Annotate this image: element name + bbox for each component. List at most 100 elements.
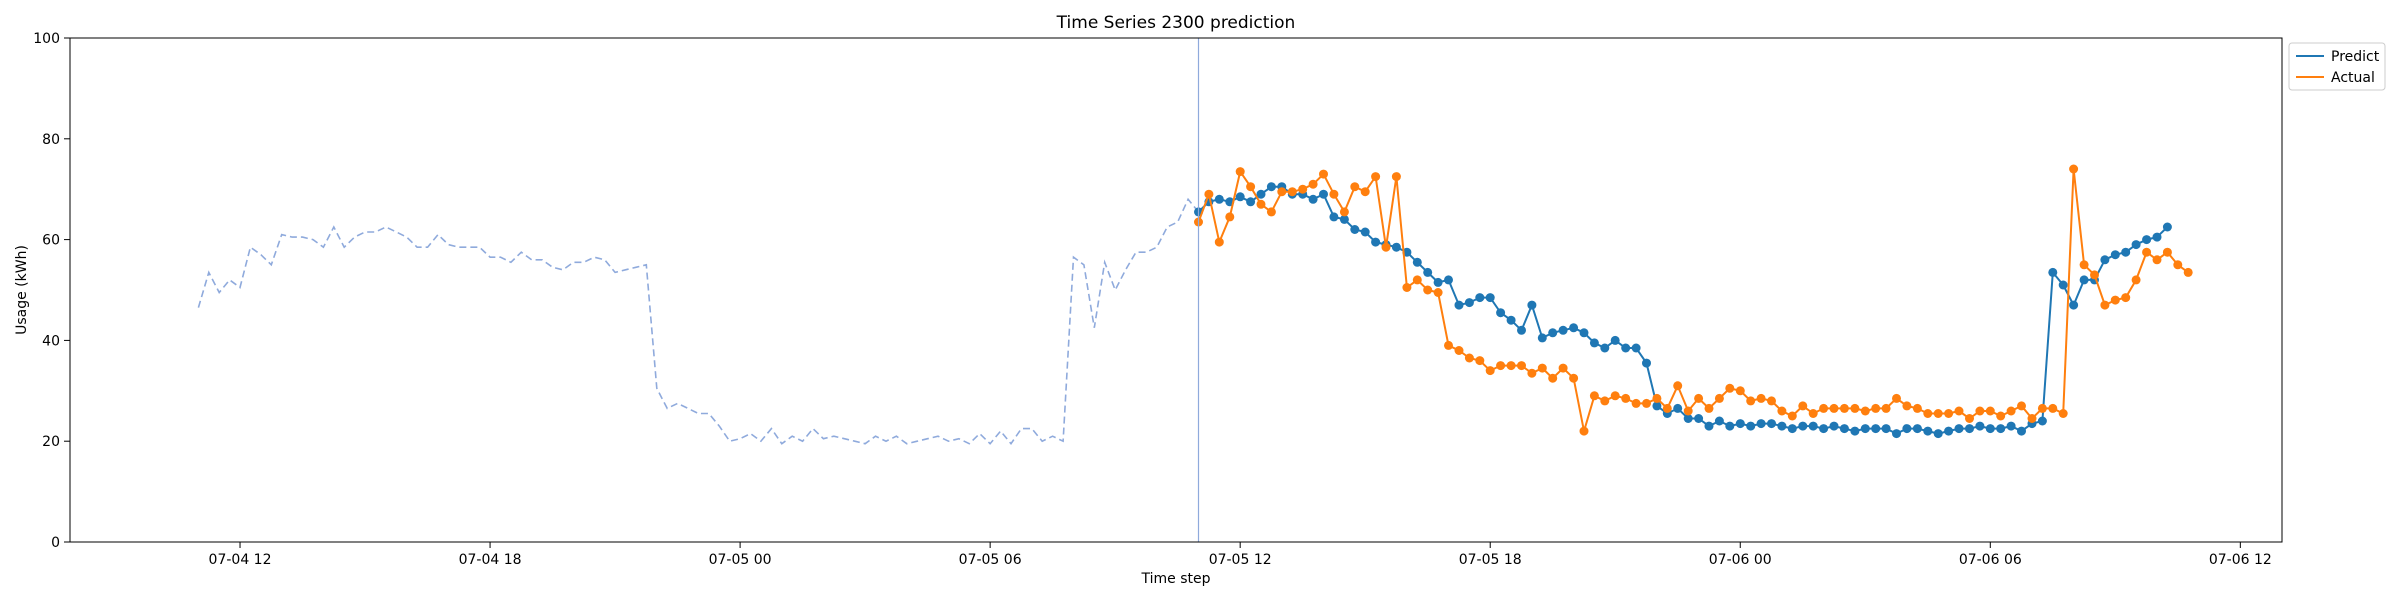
data-point-predict-2 — [1214, 194, 1224, 204]
legend: Predict Actual — [2288, 42, 2386, 91]
data-point-predict-23 — [1433, 277, 1443, 287]
data-point-actual-18 — [1381, 242, 1391, 252]
data-point-actual-86 — [2090, 270, 2099, 280]
plot-frame — [69, 37, 2283, 543]
data-point-predict-32 — [1527, 300, 1537, 310]
data-point-actual-30 — [1506, 361, 1516, 371]
data-point-predict-7 — [1266, 182, 1276, 192]
data-point-predict-30 — [1506, 315, 1516, 325]
data-point-actual-59 — [1808, 409, 1818, 418]
data-point-predict-4 — [1235, 192, 1245, 202]
data-point-predict-57 — [1787, 424, 1797, 434]
data-point-actual-13 — [1329, 189, 1339, 199]
plot-area — [70, 38, 2282, 542]
data-point-actual-52 — [1735, 386, 1745, 396]
data-point-actual-79 — [2017, 401, 2026, 411]
data-point-predict-50 — [1714, 416, 1724, 426]
data-point-predict-61 — [1829, 421, 1839, 431]
data-point-predict-77 — [1996, 424, 2006, 434]
y-tick-label-100: 100 — [33, 31, 60, 47]
data-point-actual-37 — [1579, 426, 1589, 436]
data-point-actual-36 — [1569, 373, 1579, 383]
data-point-actual-4 — [1235, 167, 1245, 177]
data-point-predict-66 — [1881, 424, 1891, 434]
data-point-predict-53 — [1746, 421, 1756, 431]
data-point-actual-69 — [1912, 403, 1922, 413]
data-point-predict-87 — [2100, 255, 2110, 265]
data-point-predict-93 — [2162, 222, 2172, 232]
data-point-actual-34 — [1548, 373, 1558, 383]
data-point-actual-62 — [1839, 403, 1849, 413]
data-point-predict-68 — [1902, 424, 1912, 434]
data-point-predict-13 — [1329, 212, 1339, 222]
data-point-predict-72 — [1944, 426, 1954, 436]
data-point-predict-64 — [1860, 424, 1870, 434]
data-point-actual-35 — [1558, 363, 1568, 373]
data-point-predict-60 — [1819, 424, 1829, 434]
y-tick-label-20: 20 — [42, 434, 60, 450]
data-point-predict-39 — [1600, 343, 1610, 353]
data-point-predict-74 — [1965, 424, 1974, 434]
data-point-predict-41 — [1621, 343, 1631, 353]
data-point-actual-77 — [1996, 411, 2006, 421]
data-point-actual-39 — [1600, 396, 1610, 406]
data-point-actual-38 — [1589, 391, 1599, 401]
data-point-predict-49 — [1704, 421, 1714, 431]
y-tick-label-40: 40 — [42, 333, 60, 349]
data-point-predict-11 — [1308, 194, 1318, 204]
data-point-predict-55 — [1767, 419, 1776, 429]
data-point-actual-76 — [1985, 406, 1995, 416]
data-point-actual-42 — [1631, 398, 1641, 408]
data-point-actual-95 — [2183, 267, 2193, 277]
data-point-actual-54 — [1756, 393, 1766, 403]
y-axis-label: Usage (kWh) — [14, 245, 30, 335]
data-point-predict-47 — [1683, 414, 1693, 423]
y-axis: 0 20 40 60 80 100 — [33, 31, 70, 551]
data-point-predict-21 — [1412, 257, 1422, 267]
data-point-predict-83 — [2058, 280, 2068, 290]
data-point-actual-1 — [1204, 189, 1214, 199]
data-point-actual-12 — [1319, 169, 1328, 179]
data-point-actual-28 — [1485, 366, 1495, 376]
data-point-predict-82 — [2048, 267, 2058, 277]
x-tick-label-42: 07-05 18 — [1459, 552, 1522, 568]
data-point-actual-24 — [1444, 340, 1453, 350]
x-tick-label-60: 07-06 12 — [2209, 552, 2272, 568]
data-point-actual-58 — [1798, 401, 1808, 411]
data-point-predict-34 — [1548, 328, 1558, 338]
data-point-actual-43 — [1642, 398, 1651, 408]
data-point-actual-73 — [1954, 406, 1964, 416]
data-point-predict-28 — [1485, 293, 1495, 303]
data-point-predict-92 — [2152, 232, 2162, 242]
y-tick-label-80: 80 — [42, 132, 60, 148]
data-point-actual-49 — [1704, 403, 1714, 413]
data-point-predict-43 — [1642, 358, 1651, 368]
data-point-predict-14 — [1339, 214, 1349, 224]
data-point-actual-94 — [2173, 260, 2183, 270]
x-tick-label-48: 07-06 00 — [1709, 552, 1772, 568]
data-point-predict-19 — [1391, 242, 1401, 252]
data-point-predict-24 — [1444, 275, 1453, 285]
data-point-predict-40 — [1610, 335, 1620, 345]
data-point-actual-33 — [1537, 363, 1547, 373]
data-point-predict-69 — [1912, 424, 1922, 434]
data-point-predict-31 — [1517, 325, 1526, 335]
data-point-actual-92 — [2152, 255, 2162, 265]
data-point-actual-3 — [1225, 212, 1235, 222]
data-point-actual-14 — [1339, 207, 1349, 217]
data-point-predict-46 — [1673, 403, 1683, 413]
data-point-actual-26 — [1464, 353, 1474, 363]
data-point-predict-78 — [2006, 421, 2016, 431]
data-point-actual-32 — [1527, 368, 1537, 378]
data-point-predict-84 — [2069, 300, 2079, 310]
data-point-actual-72 — [1944, 409, 1954, 418]
data-point-actual-17 — [1371, 172, 1381, 182]
data-point-actual-80 — [2027, 414, 2037, 423]
data-point-actual-2 — [1214, 237, 1224, 247]
data-point-actual-84 — [2069, 164, 2079, 174]
data-point-actual-27 — [1475, 356, 1485, 366]
data-point-actual-11 — [1308, 179, 1318, 189]
data-point-predict-33 — [1537, 333, 1547, 343]
x-tick-label-30: 07-05 06 — [959, 552, 1022, 568]
